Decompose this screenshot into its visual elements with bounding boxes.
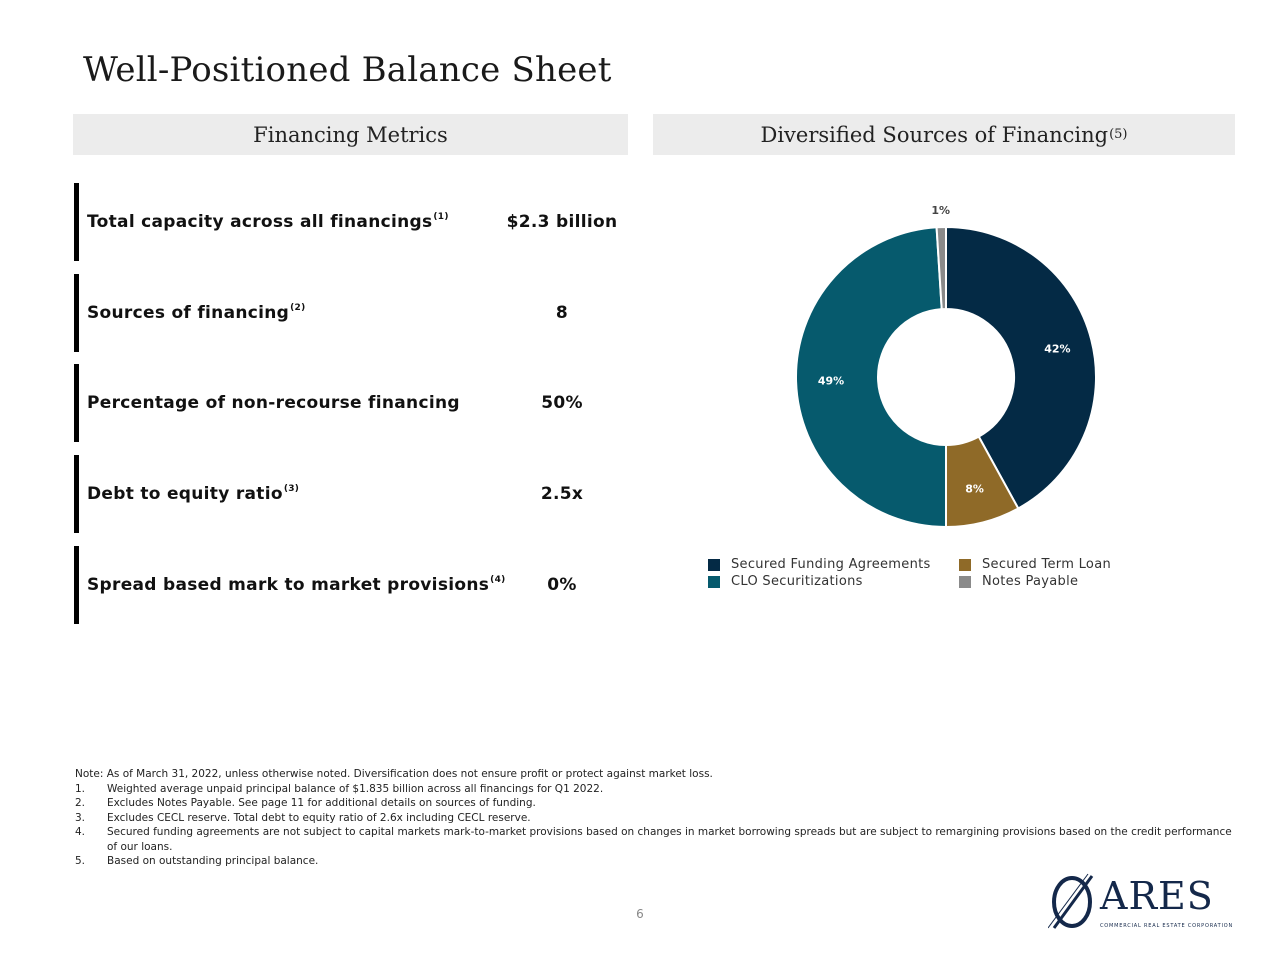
logo-subtitle: COMMERCIAL REAL ESTATE CORPORATION — [1100, 923, 1234, 929]
metric-value: 2.5x — [540, 484, 584, 504]
legend-swatch — [708, 558, 720, 571]
footnote-ref: (3) — [283, 484, 300, 494]
legend-label: Secured Term Loan — [982, 557, 1111, 572]
page-title: Well-Positioned Balance Sheet — [83, 50, 612, 90]
footnotes: Note: As of March 31, 2022, unless other… — [75, 767, 1235, 869]
metric-row-total-capacity: Total capacity across all financings(1) … — [74, 183, 634, 261]
donut-slice-notes-payable — [935, 225, 947, 311]
slice-data-label: 1% — [931, 204, 950, 217]
metric-label: Percentage of non-recourse financing — [87, 393, 460, 413]
footnote-ref: (4) — [490, 575, 506, 585]
metric-label: Spread based mark to market provisions(4… — [87, 575, 506, 595]
diversified-sources-header: Diversified Sources of Financing (5) — [653, 114, 1235, 155]
donut-slice-clo-securitizations — [795, 226, 947, 529]
legend-item-secured-funding: Secured Funding Agreements — [708, 557, 931, 572]
metric-row-non-recourse: Percentage of non-recourse financing 50% — [74, 364, 634, 442]
legend-swatch — [959, 558, 971, 571]
slice-data-label: 8% — [965, 482, 984, 495]
logo-wordmark: ARES — [1100, 874, 1214, 918]
legend-swatch — [959, 575, 971, 588]
financing-metrics-header: Financing Metrics — [73, 114, 628, 155]
slice-data-label: 42% — [1044, 342, 1070, 355]
metric-row-debt-equity: Debt to equity ratio(3) 2.5x — [74, 455, 634, 533]
metric-row-sources: Sources of financing(2) 8 — [74, 274, 634, 352]
footnote-ref: (1) — [433, 212, 449, 222]
legend-swatch — [708, 575, 720, 588]
footnote-item: 5. Based on outstanding principal balance… — [75, 855, 319, 867]
legend-item-notes-payable: Notes Payable — [959, 574, 1078, 589]
financing-metrics-header-text: Financing Metrics — [253, 122, 448, 147]
legend-label: CLO Securitizations — [731, 574, 863, 589]
footnote-intro: Note: As of March 31, 2022, unless other… — [75, 768, 713, 780]
legend-label: Notes Payable — [982, 574, 1079, 589]
chart-legend: Secured Funding Agreements Secured Term … — [708, 557, 1148, 597]
legend-item-secured-term-loan: Secured Term Loan — [959, 557, 1111, 572]
footnote-ref: (5) — [1109, 127, 1128, 142]
metric-row-mark-to-market: Spread based mark to market provisions(4… — [74, 546, 634, 624]
metric-label: Sources of financing(2) — [87, 303, 306, 323]
metric-label: Debt to equity ratio(3) — [87, 484, 300, 504]
slice-data-label: 49% — [818, 375, 844, 388]
footnote-item: 2. Excludes Notes Payable. See page 11 fo… — [75, 797, 536, 809]
metric-value: 0% — [547, 575, 577, 595]
legend-label: Secured Funding Agreements — [731, 557, 931, 572]
financing-donut-chart: 42% 8% 49% 1% — [795, 204, 1097, 529]
diversified-sources-header-text: Diversified Sources of Financing — [760, 122, 1109, 147]
metric-value: 50% — [541, 393, 583, 413]
page-number: 6 — [636, 907, 644, 921]
donut-slice-secured-funding-agreements — [945, 225, 1097, 510]
metric-value: $2.3 billion — [506, 212, 618, 232]
legend-item-clo-securitizations: CLO Securitizations — [708, 574, 863, 589]
metric-value: 8 — [555, 303, 569, 323]
metric-label: Total capacity across all financings(1) — [87, 212, 449, 232]
footnote-item: 1. Weighted average unpaid principal bala… — [75, 782, 604, 795]
ares-logo: ARES COMMERCIAL REAL ESTATE CORPORATION — [1048, 870, 1232, 932]
footnote-item: 4. Secured funding agreements are not sub… — [75, 826, 1232, 853]
footnote-item: 3. Excludes CECL reserve. Total debt to e… — [75, 811, 531, 824]
footnote-ref: (2) — [290, 303, 306, 313]
ares-logo-mark-icon — [1048, 873, 1094, 929]
